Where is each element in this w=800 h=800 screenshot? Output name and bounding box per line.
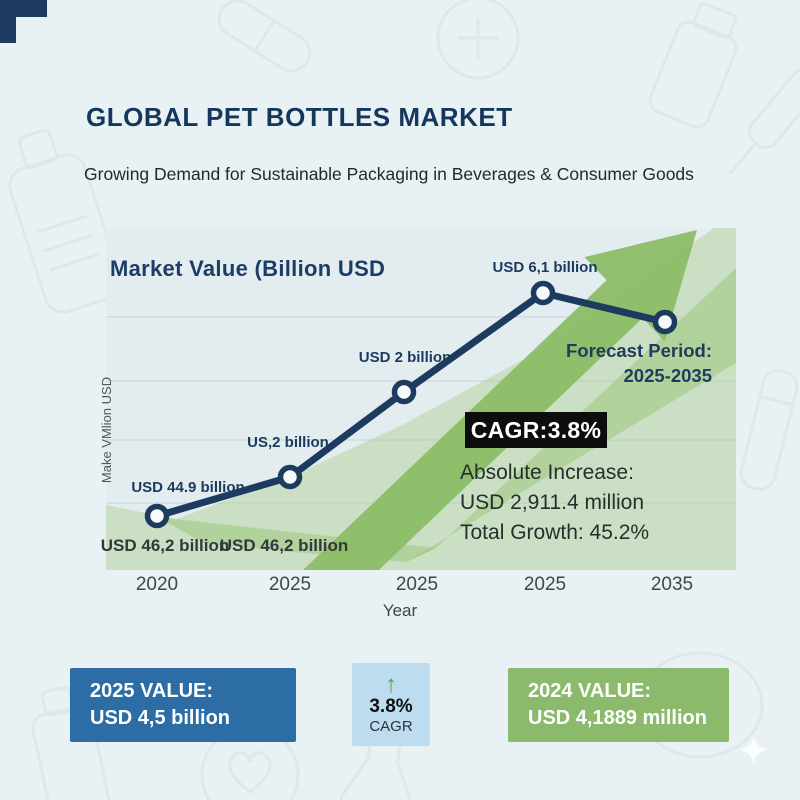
value-2024-card: 2024 VALUE: USD 4,1889 million: [508, 668, 729, 742]
cross-circle-icon: [436, 0, 520, 80]
dropper-icon: [728, 67, 800, 175]
point-label-2025c: USD 6,1 billion: [492, 259, 598, 276]
cagr-card: ↑ 3.8% CAGR: [352, 663, 430, 746]
data-point-2025a: [277, 464, 303, 490]
chart-stats: Absolute Increase: USD 2,911.4 million T…: [460, 458, 649, 548]
area-label-1: USD 46,2 billion: [100, 536, 230, 555]
value-2025-card-value: USD 4,5 billion: [90, 707, 231, 729]
stat-absolute-increase-label: Absolute Increase:: [460, 461, 634, 484]
cagr-card-value: 3.8%: [369, 695, 413, 717]
data-point-markers: [144, 280, 678, 529]
cagr-card-label: CAGR: [369, 717, 413, 735]
forecast-line1: Forecast Period:: [566, 340, 712, 361]
data-point-2020: [144, 503, 170, 529]
stat-total-growth: Total Growth: 45.2%: [460, 521, 650, 544]
bottle-icon: [8, 128, 123, 314]
growth-band-light: [106, 213, 736, 570]
forecast-line2: 2025-2035: [623, 365, 712, 386]
cagr-badge: CAGR:3.8%: [465, 412, 607, 448]
flask-icon: [339, 731, 414, 800]
page-title: GLOBAL PET BOTTLES MARKET: [86, 102, 513, 132]
x-tick-2020: 2020: [135, 574, 179, 595]
forecast-period-annotation: Forecast Period: 2025-2035: [566, 338, 712, 388]
page-subtitle: Growing Demand for Sustainable Packaging…: [84, 164, 694, 184]
x-tick-2025c: 2025: [523, 574, 567, 595]
value-2025-card-title: 2025 VALUE:: [90, 680, 214, 702]
data-point-2025b: [391, 379, 417, 405]
point-label-2025b: USD 2 billion: [358, 349, 452, 366]
point-label-2025a: US,2 billion: [247, 434, 329, 451]
point-label-2020: USD 44.9 billion: [131, 479, 245, 496]
capsule-icon: [217, 0, 312, 73]
chart-title: Market Value (Billion USD: [110, 256, 386, 281]
x-tick-2035: 2035: [650, 574, 694, 595]
sparkle-icon: ✦: [736, 727, 772, 774]
x-tick-2025b: 2025: [395, 574, 439, 595]
data-point-2025c: [530, 280, 556, 306]
up-arrow-icon: ↑: [385, 670, 397, 698]
x-tick-2025a: 2025: [268, 574, 312, 595]
area-label-2: USD 46,2 billion: [219, 536, 349, 555]
value-2024-card-title: 2024 VALUE:: [528, 680, 652, 702]
corner-accent-column: [0, 0, 16, 43]
x-axis-label: Year: [382, 601, 418, 620]
stat-absolute-increase-value: USD 2,911.4 million: [460, 491, 645, 514]
value-2025-card: 2025 VALUE: USD 4,5 billion: [70, 668, 296, 742]
test-tube-icon: [739, 369, 799, 491]
pill-bottle-icon: [648, 2, 738, 129]
value-2024-card-value: USD 4,1889 million: [528, 707, 707, 729]
data-point-2035: [652, 309, 678, 335]
